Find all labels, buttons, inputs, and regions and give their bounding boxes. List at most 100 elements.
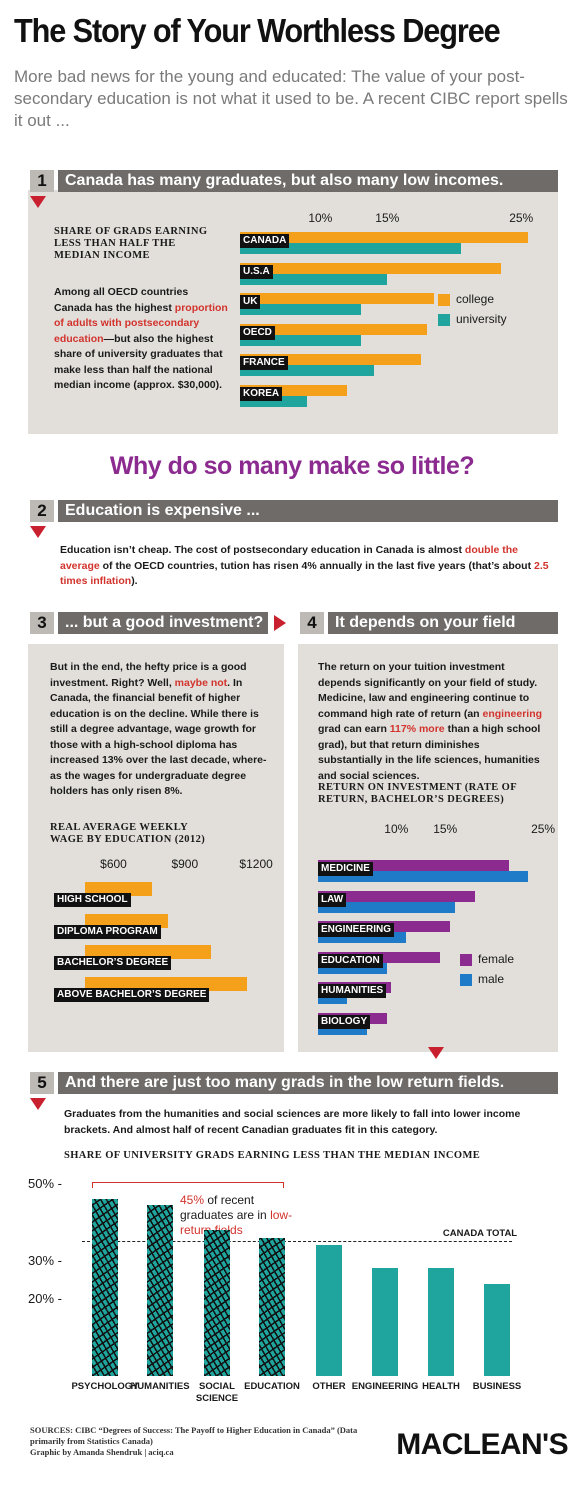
section2-text: Education isn’t cheap. The cost of posts… — [60, 544, 549, 587]
x-tick-label: $900 — [171, 857, 199, 871]
category-label: KOREA — [240, 386, 283, 401]
bar-university — [240, 365, 374, 376]
bar-male — [318, 993, 348, 1004]
bar-university — [240, 273, 388, 285]
column-bar — [372, 1268, 398, 1376]
bar-university — [240, 395, 307, 407]
chart3-roi-bars: 10% 15% 25% MEDICINE LAW ENGINEERING EDUCATION… — [318, 822, 556, 1035]
bar-college — [240, 384, 348, 396]
chart1-title: SHARE OF GRADS EARNING LESS THAN HALF TH… — [54, 226, 208, 261]
category-label: HIGH SCHOOL — [54, 893, 131, 907]
page-title: The Story of Your Worthless Degree — [14, 12, 501, 49]
category-label: MEDICINE — [318, 862, 373, 876]
bar-university — [240, 304, 361, 315]
category-label: FRANCE — [240, 356, 288, 370]
y-tick-label: 50% - — [28, 1175, 62, 1191]
legend-swatch — [438, 294, 450, 306]
legend-label: female — [478, 952, 515, 966]
section3-number: 3 — [30, 612, 54, 634]
category-label: BIOLOGY — [318, 1014, 371, 1029]
category-label: OECD — [240, 325, 275, 340]
chart1-country-bars: 10% 15% 25% CANADA U.S.A UK OECD FRANCE KOREA col… — [0, 0, 584, 440]
bar-college — [240, 262, 502, 274]
bar-male — [318, 871, 529, 882]
bar-female — [318, 860, 509, 871]
chart2-wage-bars: $600 $900 $1200 HIGH SCHOOL DIPLOMA PROGRAM B… — [54, 857, 273, 1002]
credit-text: Graphic by Amanda Shendruk | aciq.ca — [30, 1447, 174, 1457]
bar-male — [318, 901, 456, 913]
category-label: BACHELOR’S DEGREE — [54, 956, 172, 970]
column-bar — [204, 1229, 230, 1376]
category-label: BUSINESS — [472, 1381, 522, 1392]
macleans-logo: MACLEAN'S — [396, 1428, 568, 1461]
annotation-part: 45% — [180, 1193, 205, 1207]
x-tick-label: $1200 — [239, 857, 273, 871]
section2-heading: Education is expensive ... — [58, 500, 558, 522]
annotation-part: of recent graduates are in — [180, 1193, 271, 1222]
legend-label: university — [456, 312, 507, 326]
column-bar — [259, 1237, 285, 1376]
section5-number: 5 — [30, 1072, 54, 1094]
y-tick-label: 20% - — [28, 1291, 62, 1307]
arrow-down-icon — [30, 526, 46, 538]
section1-text: Among all OECD countries Canada has the … — [54, 286, 228, 391]
legend-label: college — [456, 292, 495, 306]
legend-label: male — [478, 972, 505, 986]
category-label: HUMANITIES — [130, 1381, 190, 1392]
arrow-right-icon — [274, 615, 286, 631]
category-label: DIPLOMA PROGRAM — [54, 924, 161, 939]
annotation-bracket — [92, 1182, 284, 1188]
arrow-down-icon — [30, 1098, 46, 1110]
bar-female — [318, 890, 475, 902]
chart4-title: SHARE OF UNIVERSITY GRADS EARNING LESS T… — [64, 1150, 481, 1161]
chart4-field-columns: 50% - 30% - 20% - CANADA TOTAL 45% of recent… — [28, 1175, 522, 1404]
sources-text: SOURCES: CIBC “Degrees of Success: The P… — [30, 1425, 358, 1446]
why-heading: Why do so many make so little? — [109, 452, 475, 480]
category-label: EDUCATION — [244, 1381, 300, 1392]
bar-university — [240, 334, 361, 346]
category-label: CANADA — [240, 234, 290, 248]
chart3-title: RETURN ON INVESTMENT (RATE OF RETURN, BA… — [318, 782, 517, 805]
category-label: OTHER — [312, 1381, 346, 1392]
section3-text: But in the end, the hefty price is a goo… — [50, 661, 267, 797]
bar-college — [240, 323, 428, 335]
category-label: HUMANITIES — [318, 984, 387, 998]
column-bar — [316, 1245, 342, 1376]
bar-value — [85, 913, 169, 928]
annotation-text: 45% of recent graduates are in low-retur… — [180, 1193, 300, 1238]
category-label: EDUCATION — [318, 953, 383, 968]
section2-number: 2 — [30, 500, 54, 522]
category-label: ENGINEERING — [351, 1381, 419, 1392]
column-bar — [92, 1199, 118, 1376]
legend-swatch — [460, 954, 472, 966]
bar-male — [318, 932, 407, 943]
section1-heading: Canada has many graduates, but also many… — [58, 170, 558, 192]
bar-university — [240, 243, 461, 254]
bar-value — [85, 882, 152, 896]
category-label: LAW — [318, 892, 347, 907]
x-tick-label: 15% — [375, 211, 400, 225]
bar-college — [240, 354, 421, 365]
section3-heading: ... but a good investment? — [58, 612, 268, 634]
section5-text: Graduates from the humanities and social… — [64, 1108, 521, 1136]
bar-male — [318, 1023, 367, 1035]
category-label: SOCIAL SCIENCE — [195, 1381, 239, 1404]
reference-line — [82, 1241, 512, 1243]
section4-text: The return on your tuition investment de… — [318, 661, 543, 782]
category-label: HEALTH — [422, 1381, 460, 1392]
category-label: PSYCHOLOGY — [71, 1381, 139, 1392]
column-bar — [428, 1268, 454, 1376]
category-label: U.S.A — [240, 264, 273, 279]
bar-male — [318, 962, 387, 974]
bar-value — [85, 976, 247, 991]
arrow-down-icon — [428, 1047, 444, 1059]
legend-swatch — [460, 974, 472, 986]
category-label: ENGINEERING — [318, 923, 395, 937]
x-tick-label: $600 — [100, 857, 127, 871]
x-tick-label: 25% — [531, 822, 556, 836]
x-tick-label: 10% — [384, 822, 409, 836]
column-bar — [484, 1283, 510, 1376]
y-tick-label: 30% - — [28, 1252, 62, 1268]
legend-swatch — [438, 314, 450, 326]
sources: SOURCES: CIBC “Degrees of Success: The P… — [30, 1425, 390, 1458]
